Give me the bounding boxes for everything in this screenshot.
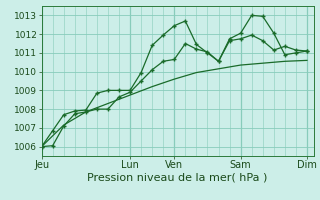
X-axis label: Pression niveau de la mer( hPa ): Pression niveau de la mer( hPa )	[87, 173, 268, 183]
